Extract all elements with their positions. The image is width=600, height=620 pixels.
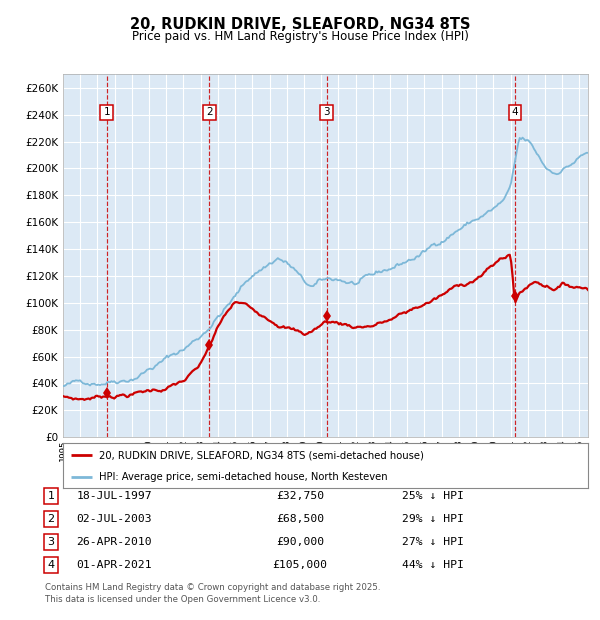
Text: £68,500: £68,500 (276, 514, 324, 524)
Text: 3: 3 (47, 537, 55, 547)
Text: 02-JUL-2003: 02-JUL-2003 (76, 514, 152, 524)
Text: Price paid vs. HM Land Registry's House Price Index (HPI): Price paid vs. HM Land Registry's House … (131, 30, 469, 43)
Text: £32,750: £32,750 (276, 491, 324, 501)
Text: £105,000: £105,000 (272, 560, 328, 570)
Text: 29% ↓ HPI: 29% ↓ HPI (402, 514, 464, 524)
Text: 18-JUL-1997: 18-JUL-1997 (76, 491, 152, 501)
Text: 26-APR-2010: 26-APR-2010 (76, 537, 152, 547)
Text: 2: 2 (47, 514, 55, 524)
Text: 1: 1 (103, 107, 110, 117)
Text: 25% ↓ HPI: 25% ↓ HPI (402, 491, 464, 501)
Text: This data is licensed under the Open Government Licence v3.0.: This data is licensed under the Open Gov… (45, 595, 320, 604)
Text: 27% ↓ HPI: 27% ↓ HPI (402, 537, 464, 547)
Text: 20, RUDKIN DRIVE, SLEAFORD, NG34 8TS: 20, RUDKIN DRIVE, SLEAFORD, NG34 8TS (130, 17, 470, 32)
Text: 20, RUDKIN DRIVE, SLEAFORD, NG34 8TS (semi-detached house): 20, RUDKIN DRIVE, SLEAFORD, NG34 8TS (se… (98, 450, 424, 461)
Text: 1: 1 (47, 491, 55, 501)
Text: 3: 3 (323, 107, 330, 117)
Text: 2: 2 (206, 107, 212, 117)
Text: 01-APR-2021: 01-APR-2021 (76, 560, 152, 570)
Text: 44% ↓ HPI: 44% ↓ HPI (402, 560, 464, 570)
Text: HPI: Average price, semi-detached house, North Kesteven: HPI: Average price, semi-detached house,… (98, 472, 388, 482)
Text: £90,000: £90,000 (276, 537, 324, 547)
Text: 4: 4 (47, 560, 55, 570)
Text: Contains HM Land Registry data © Crown copyright and database right 2025.: Contains HM Land Registry data © Crown c… (45, 583, 380, 592)
Text: 4: 4 (512, 107, 518, 117)
